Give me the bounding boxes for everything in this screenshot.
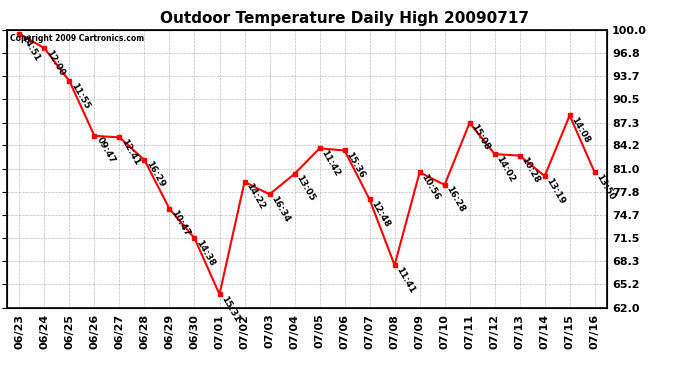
Text: 14:51: 14:51 xyxy=(19,34,41,63)
Text: 12:48: 12:48 xyxy=(370,200,392,229)
Text: 13:05: 13:05 xyxy=(295,174,317,203)
Text: 12:00: 12:00 xyxy=(44,48,66,77)
Text: 09:47: 09:47 xyxy=(95,136,117,165)
Text: 14:08: 14:08 xyxy=(570,116,592,145)
Text: 11:55: 11:55 xyxy=(70,81,92,110)
Text: 13:50: 13:50 xyxy=(595,172,617,202)
Text: 10:56: 10:56 xyxy=(420,172,442,202)
Text: 13:19: 13:19 xyxy=(544,176,567,206)
Text: 15:36: 15:36 xyxy=(344,150,366,180)
Text: 14:02: 14:02 xyxy=(495,154,517,183)
Text: 16:34: 16:34 xyxy=(270,194,292,224)
Text: 11:41: 11:41 xyxy=(395,265,417,294)
Text: 12:41: 12:41 xyxy=(119,137,141,167)
Text: 10:28: 10:28 xyxy=(520,156,542,185)
Text: Copyright 2009 Cartronics.com: Copyright 2009 Cartronics.com xyxy=(10,34,144,43)
Text: 14:22: 14:22 xyxy=(244,182,267,211)
Text: 16:29: 16:29 xyxy=(144,160,167,189)
Text: Outdoor Temperature Daily High 20090717: Outdoor Temperature Daily High 20090717 xyxy=(161,11,529,26)
Text: 16:28: 16:28 xyxy=(444,185,466,214)
Text: 15:31: 15:31 xyxy=(219,294,242,324)
Text: 14:38: 14:38 xyxy=(195,238,217,267)
Text: 11:42: 11:42 xyxy=(319,148,342,178)
Text: 15:08: 15:08 xyxy=(470,123,492,152)
Text: 10:47: 10:47 xyxy=(170,209,192,238)
